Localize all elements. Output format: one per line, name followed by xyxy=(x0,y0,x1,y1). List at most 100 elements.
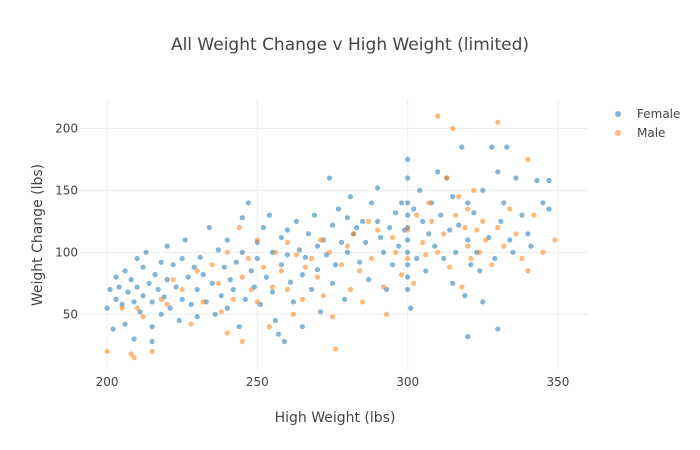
data-point-female[interactable] xyxy=(149,338,155,345)
data-point-female[interactable] xyxy=(465,334,471,340)
data-point-male[interactable] xyxy=(420,239,426,245)
data-point-male[interactable] xyxy=(170,277,176,283)
data-point-male[interactable] xyxy=(209,262,215,268)
data-point-male[interactable] xyxy=(215,280,221,286)
data-point-female[interactable] xyxy=(236,324,242,330)
data-point-female[interactable] xyxy=(495,169,501,175)
data-point-female[interactable] xyxy=(405,175,411,181)
data-point-female[interactable] xyxy=(158,311,164,317)
data-point-female[interactable] xyxy=(441,255,447,262)
data-point-female[interactable] xyxy=(405,286,411,293)
data-point-female[interactable] xyxy=(432,243,438,249)
legend-item-female[interactable]: Female xyxy=(615,107,680,121)
data-point-female[interactable] xyxy=(447,227,453,233)
data-point-male[interactable] xyxy=(435,249,441,255)
data-point-female[interactable] xyxy=(119,301,125,307)
data-point-male[interactable] xyxy=(254,299,260,305)
data-point-male[interactable] xyxy=(248,286,254,293)
data-point-female[interactable] xyxy=(396,243,402,249)
data-point-male[interactable] xyxy=(239,274,245,280)
data-point-female[interactable] xyxy=(281,338,287,345)
data-point-female[interactable] xyxy=(266,212,272,218)
data-point-male[interactable] xyxy=(429,218,435,224)
data-point-male[interactable] xyxy=(164,301,170,307)
data-point-male[interactable] xyxy=(236,225,242,231)
data-point-female[interactable] xyxy=(353,225,360,231)
data-point-female[interactable] xyxy=(369,200,375,206)
data-point-male[interactable] xyxy=(245,255,251,262)
data-point-female[interactable] xyxy=(260,225,266,231)
data-point-female[interactable] xyxy=(513,175,519,181)
data-point-female[interactable] xyxy=(239,215,245,221)
data-point-female[interactable] xyxy=(188,301,194,307)
data-point-female[interactable] xyxy=(158,259,164,265)
data-point-male[interactable] xyxy=(462,225,468,231)
data-point-female[interactable] xyxy=(167,305,173,311)
data-point-female[interactable] xyxy=(140,264,146,270)
data-point-female[interactable] xyxy=(381,249,387,255)
data-point-female[interactable] xyxy=(480,187,486,193)
data-point-male[interactable] xyxy=(513,231,519,237)
data-point-female[interactable] xyxy=(465,237,471,243)
data-point-female[interactable] xyxy=(495,326,501,332)
data-point-female[interactable] xyxy=(116,284,122,290)
data-point-female[interactable] xyxy=(233,259,239,265)
data-point-female[interactable] xyxy=(263,274,269,280)
data-point-male[interactable] xyxy=(390,234,396,241)
data-point-male[interactable] xyxy=(525,268,531,274)
data-point-male[interactable] xyxy=(480,218,486,224)
data-point-male[interactable] xyxy=(453,212,459,218)
data-point-female[interactable] xyxy=(405,274,411,280)
data-point-female[interactable] xyxy=(311,212,318,218)
data-point-female[interactable] xyxy=(366,277,372,283)
data-point-male[interactable] xyxy=(423,252,429,258)
data-point-female[interactable] xyxy=(468,262,474,268)
data-point-male[interactable] xyxy=(501,243,507,249)
data-point-male[interactable] xyxy=(347,286,354,293)
data-point-female[interactable] xyxy=(191,264,197,270)
data-point-female[interactable] xyxy=(164,243,170,249)
data-point-female[interactable] xyxy=(113,296,119,302)
data-point-female[interactable] xyxy=(197,254,203,260)
data-point-female[interactable] xyxy=(405,262,411,268)
data-point-female[interactable] xyxy=(155,286,161,293)
data-point-female[interactable] xyxy=(405,237,411,243)
data-point-female[interactable] xyxy=(170,262,176,268)
data-point-male[interactable] xyxy=(495,225,501,231)
data-point-female[interactable] xyxy=(296,247,302,253)
data-point-female[interactable] xyxy=(284,252,290,258)
data-point-male[interactable] xyxy=(357,268,363,274)
data-point-male[interactable] xyxy=(293,252,299,258)
data-point-female[interactable] xyxy=(194,286,200,293)
data-point-female[interactable] xyxy=(173,284,179,290)
data-point-female[interactable] xyxy=(411,206,417,212)
data-point-female[interactable] xyxy=(453,249,459,255)
data-point-female[interactable] xyxy=(179,255,185,262)
data-point-female[interactable] xyxy=(308,286,315,293)
data-point-female[interactable] xyxy=(387,225,393,231)
data-point-female[interactable] xyxy=(456,222,462,228)
data-point-female[interactable] xyxy=(326,175,333,181)
data-point-female[interactable] xyxy=(423,268,429,274)
data-point-female[interactable] xyxy=(546,206,552,212)
data-point-female[interactable] xyxy=(438,212,444,218)
data-point-male[interactable] xyxy=(320,293,327,299)
data-point-female[interactable] xyxy=(242,296,248,302)
data-point-male[interactable] xyxy=(426,200,432,206)
data-point-male[interactable] xyxy=(308,255,315,262)
data-point-female[interactable] xyxy=(525,231,531,237)
data-point-male[interactable] xyxy=(329,314,336,320)
data-point-male[interactable] xyxy=(375,227,381,233)
data-point-female[interactable] xyxy=(332,262,339,268)
data-point-female[interactable] xyxy=(317,309,324,315)
data-point-female[interactable] xyxy=(182,237,188,243)
data-point-male[interactable] xyxy=(278,268,284,274)
data-point-female[interactable] xyxy=(287,279,293,285)
data-point-male[interactable] xyxy=(414,212,420,218)
data-point-male[interactable] xyxy=(239,338,245,345)
data-point-female[interactable] xyxy=(227,277,233,283)
data-point-female[interactable] xyxy=(314,243,321,249)
data-point-male[interactable] xyxy=(360,299,366,305)
data-point-male[interactable] xyxy=(149,348,155,354)
data-point-female[interactable] xyxy=(405,200,411,206)
